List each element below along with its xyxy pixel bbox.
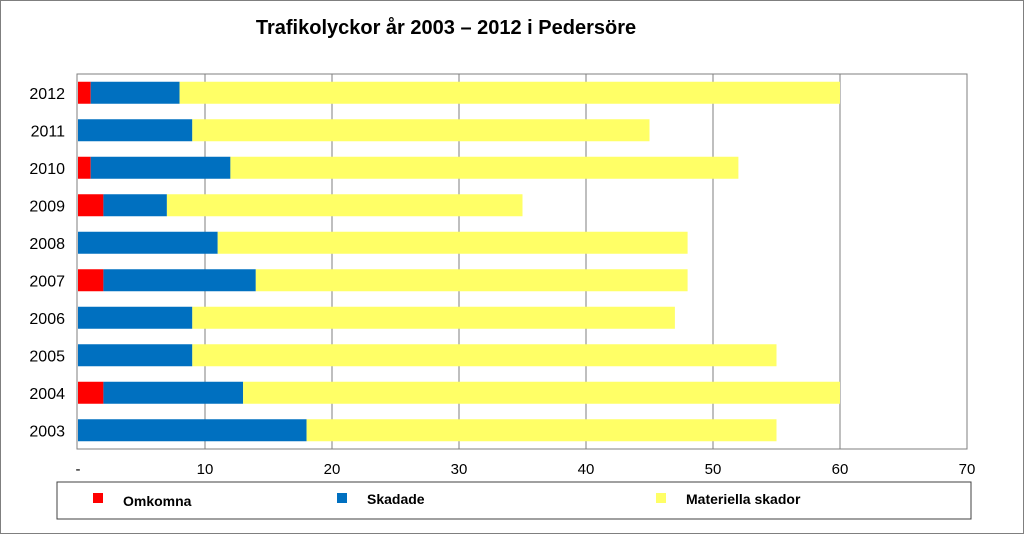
bar-2009-materiella-skador bbox=[166, 194, 523, 217]
x-tick-label-5: 50 bbox=[705, 461, 722, 478]
bar-2010-skadade bbox=[90, 156, 231, 179]
x-tick-label-0: - bbox=[76, 461, 81, 478]
x-tick-label-1: 10 bbox=[197, 461, 214, 478]
bar-2006-skadade bbox=[78, 306, 193, 329]
bar-2005-skadade bbox=[78, 344, 193, 367]
bar-2009-omkomna bbox=[78, 194, 104, 217]
y-tick-label-2011: 2011 bbox=[31, 123, 66, 140]
bar-2008-skadade bbox=[78, 231, 218, 254]
bar-2011-skadade bbox=[78, 119, 193, 142]
bar-2008-materiella-skador bbox=[217, 231, 688, 254]
legend-label-materiella-skador: Materiella skador bbox=[686, 491, 801, 507]
bar-2004-skadade bbox=[103, 381, 244, 404]
legend: Omkomna Skadade Materiella skador bbox=[56, 481, 972, 520]
x-tick-label-2: 20 bbox=[324, 461, 341, 478]
y-tick-label-2008: 2008 bbox=[29, 236, 65, 253]
legend-swatch-skadade bbox=[337, 493, 347, 503]
x-tick-label-4: 40 bbox=[578, 461, 595, 478]
x-tick-label-3: 30 bbox=[451, 461, 468, 478]
legend-label-skadade: Skadade bbox=[367, 491, 425, 507]
bar-2003-skadade bbox=[78, 419, 307, 442]
y-tick-label-2003: 2003 bbox=[29, 423, 65, 440]
y-tick-label-2010: 2010 bbox=[29, 161, 65, 178]
legend-swatch-materiella-skador bbox=[656, 493, 666, 503]
bar-2012-omkomna bbox=[78, 81, 91, 104]
x-tick-label-6: 60 bbox=[832, 461, 849, 478]
y-tick-label-2005: 2005 bbox=[29, 348, 65, 365]
bar-2010-omkomna bbox=[78, 156, 91, 179]
bar-2010-materiella-skador bbox=[230, 156, 739, 179]
bars bbox=[78, 81, 841, 442]
y-tick-label-2009: 2009 bbox=[29, 198, 65, 215]
bar-2007-skadade bbox=[103, 269, 256, 292]
legend-label-omkomna: Omkomna bbox=[123, 493, 192, 509]
bar-2004-materiella-skador bbox=[243, 381, 841, 404]
bar-2004-omkomna bbox=[78, 381, 104, 404]
bar-2007-omkomna bbox=[78, 269, 104, 292]
bar-2009-skadade bbox=[103, 194, 167, 217]
plot-area-border bbox=[76, 73, 968, 450]
y-tick-label-2004: 2004 bbox=[29, 386, 65, 403]
bar-2012-materiella-skador bbox=[179, 81, 841, 104]
y-tick-label-2007: 2007 bbox=[29, 273, 65, 290]
x-tick-label-7: 70 bbox=[959, 461, 976, 478]
bar-2003-materiella-skador bbox=[306, 419, 777, 442]
y-axis-ticks: 2012 2011 2010 2009 2008 2007 2006 2005 2004 2003 bbox=[29, 86, 65, 441]
chart-title: Trafikolyckor år 2003 – 2012 i Pedersöre bbox=[256, 16, 636, 39]
bar-2007-materiella-skador bbox=[255, 269, 688, 292]
legend-swatch-omkomna bbox=[93, 493, 103, 503]
y-tick-label-2012: 2012 bbox=[29, 86, 65, 103]
bar-2012-skadade bbox=[90, 81, 180, 104]
legend-box bbox=[56, 481, 972, 520]
x-axis-ticks: - 10 20 30 40 50 60 70 bbox=[76, 461, 976, 478]
bar-2005-materiella-skador bbox=[192, 344, 777, 367]
bar-2011-materiella-skador bbox=[192, 119, 650, 142]
bar-2006-materiella-skador bbox=[192, 306, 675, 329]
y-tick-label-2006: 2006 bbox=[29, 311, 65, 328]
